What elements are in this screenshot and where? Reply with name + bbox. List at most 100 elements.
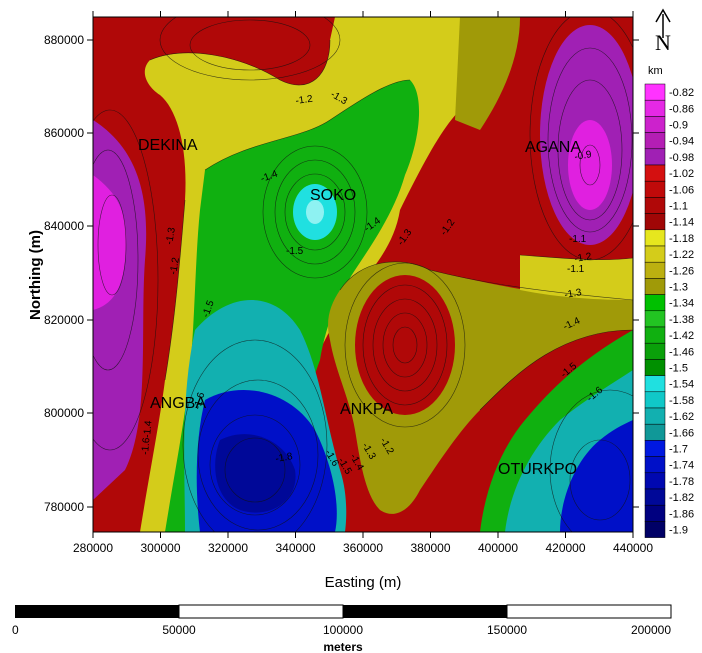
legend-swatch — [644, 213, 666, 231]
legend-value: -1.42 — [669, 330, 694, 342]
legend-value: -0.98 — [669, 152, 694, 164]
contour-label: -1.6 — [192, 391, 207, 411]
contour-label: -0.9 — [574, 149, 593, 163]
legend-value: -1.9 — [669, 525, 688, 537]
legend-swatch — [644, 116, 666, 133]
legend-swatch — [644, 521, 666, 538]
x-axis-ticks: 280000 300000 320000 340000 360000 380000 4000… — [73, 11, 653, 555]
legend-value: -1.26 — [669, 265, 694, 277]
southwest-blue-core — [215, 434, 296, 513]
y-tick-label: 820000 — [44, 313, 84, 327]
legend-swatch — [644, 180, 666, 198]
contour-label: -1.1 — [569, 234, 587, 245]
legend-value: -0.9 — [669, 120, 688, 132]
legend-value: -1.74 — [669, 460, 694, 472]
y-tick-label: 780000 — [44, 500, 84, 514]
scale-bar-seg-2 — [178, 604, 344, 619]
x-tick-label: 360000 — [343, 541, 383, 555]
legend-swatch — [644, 391, 666, 409]
y-axis-ticks: 880000 860000 840000 820000 800000 780000 — [44, 33, 639, 514]
town-label: DEKINA — [138, 137, 198, 154]
legend-swatch — [644, 294, 666, 312]
legend-swatch — [644, 245, 666, 263]
x-tick-label: 380000 — [410, 541, 450, 555]
scale-bar-label: 50000 — [162, 623, 196, 637]
legend-swatch — [644, 148, 666, 166]
legend-value: -1.7 — [669, 444, 688, 456]
y-tick-label: 860000 — [44, 126, 84, 140]
legend-swatch — [644, 132, 666, 150]
x-tick-label: 320000 — [208, 541, 248, 555]
legend-value: -1.18 — [669, 233, 694, 245]
legend-swatch — [644, 261, 666, 279]
legend-swatch — [644, 375, 666, 393]
contour-label: -1.3 — [564, 287, 583, 301]
legend-swatch — [644, 407, 666, 425]
x-axis-title: Easting (m) — [325, 574, 402, 591]
scale-bar-seg-1 — [15, 605, 179, 618]
town-label-layer: DEKINA SOKO AGANA ANGBA ANKPA OTURKPO — [138, 137, 581, 478]
east-yellow-strip — [520, 255, 633, 300]
legend-value: -0.82 — [669, 87, 694, 99]
x-tick-label: 440000 — [613, 541, 653, 555]
scale-bar-seg-3 — [343, 605, 507, 618]
ankpa-red-anomaly — [355, 275, 455, 415]
north-arrow-label: N — [655, 30, 671, 55]
contour-label: -1.5 — [286, 246, 304, 257]
x-tick-label: 420000 — [545, 541, 585, 555]
town-label: AGANA — [525, 139, 581, 156]
scale-bar-label: 200000 — [631, 623, 671, 637]
legend-swatch — [644, 488, 666, 506]
map-plot-area — [93, 17, 633, 532]
agana-magenta-core — [568, 120, 612, 210]
x-tick-label: 340000 — [275, 541, 315, 555]
contour-lines — [93, 17, 633, 532]
scale-bar-unit: meters — [323, 640, 363, 653]
legend-value: -1.02 — [669, 168, 694, 180]
legend-swatch — [644, 472, 666, 490]
contour-label: -1.2 — [295, 94, 314, 107]
contour-label: -1.1 — [567, 264, 585, 275]
legend-swatch — [644, 164, 666, 182]
legend-unit: km — [648, 65, 663, 77]
y-tick-label: 880000 — [44, 33, 84, 47]
legend-swatch — [644, 359, 666, 376]
legend-value: -1.3 — [669, 282, 688, 294]
legend-value: -1.54 — [669, 379, 694, 391]
scale-bar-label: 100000 — [323, 623, 363, 637]
contour-label: -1.2 — [168, 256, 182, 275]
soko-core — [306, 200, 324, 224]
legend-swatch — [644, 310, 666, 328]
legend-value: -1.86 — [669, 508, 694, 520]
y-axis-title: Northing (m) — [27, 230, 44, 320]
legend-value: -1.5 — [669, 363, 688, 375]
legend-swatch — [644, 99, 666, 117]
legend-value: -1.1 — [669, 201, 688, 213]
legend-value: -1.66 — [669, 427, 694, 439]
legend-value: -1.22 — [669, 249, 694, 261]
legend-swatch — [644, 504, 666, 522]
east-blue-zone — [560, 420, 633, 532]
legend-swatch — [644, 229, 666, 247]
legend-value: -1.34 — [669, 298, 694, 310]
legend-value: -1.78 — [669, 476, 694, 488]
town-label: ANKPA — [340, 401, 393, 418]
contour-label: -1.2 — [574, 251, 593, 265]
contour-label: -1.8 — [275, 451, 294, 465]
legend-value: -1.82 — [669, 492, 694, 504]
legend-value: -0.86 — [669, 103, 694, 115]
legend-swatch — [644, 342, 666, 360]
legend-swatch — [644, 423, 666, 441]
color-legend: -0.82 -0.86 -0.9 -0.94 -0.98 -1.02 -1.06 -1.1 -1… — [644, 83, 694, 538]
legend-swatch — [644, 326, 666, 344]
x-tick-label: 280000 — [73, 541, 113, 555]
legend-value: -1.46 — [669, 346, 694, 358]
contour-label: -1.4 — [142, 420, 154, 439]
contour-label: -1.3 — [164, 226, 178, 245]
legend-value: -0.94 — [669, 136, 694, 148]
contour-label: -1.6 — [140, 437, 152, 456]
legend-swatch — [644, 83, 666, 101]
x-tick-label: 400000 — [478, 541, 518, 555]
